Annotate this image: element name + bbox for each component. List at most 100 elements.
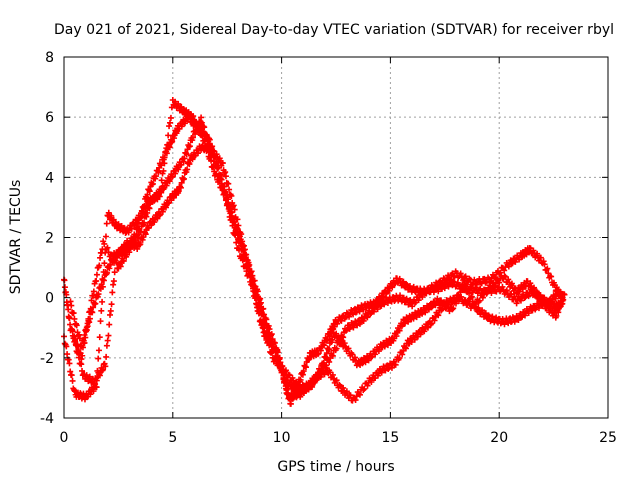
data-point bbox=[479, 294, 486, 301]
y-tick-label: 2 bbox=[45, 231, 54, 247]
data-point bbox=[548, 273, 555, 280]
data-point bbox=[102, 249, 109, 256]
data-point bbox=[240, 242, 247, 249]
data-point bbox=[66, 360, 73, 367]
data-point bbox=[263, 330, 270, 337]
data-point bbox=[342, 327, 349, 334]
data-point bbox=[181, 155, 188, 162]
series-track-1 bbox=[61, 114, 564, 407]
data-point bbox=[531, 284, 538, 291]
data-point bbox=[435, 283, 442, 290]
data-point bbox=[333, 377, 340, 384]
data-point bbox=[360, 317, 367, 324]
data-point bbox=[368, 378, 375, 385]
data-point bbox=[399, 351, 406, 358]
data-point bbox=[553, 312, 560, 319]
x-tick-label: 25 bbox=[599, 430, 617, 446]
data-point bbox=[462, 273, 469, 280]
data-point bbox=[496, 279, 503, 286]
data-point bbox=[228, 216, 235, 223]
data-point bbox=[435, 312, 442, 319]
data-point bbox=[180, 175, 187, 182]
data-point bbox=[241, 246, 248, 253]
data-point bbox=[112, 257, 119, 264]
data-point bbox=[140, 209, 147, 216]
data-point bbox=[537, 254, 544, 261]
data-point bbox=[276, 355, 283, 362]
x-tick-label: 15 bbox=[381, 430, 399, 446]
data-point bbox=[99, 298, 106, 305]
data-point bbox=[253, 301, 260, 308]
data-point bbox=[396, 327, 403, 334]
data-point bbox=[226, 186, 233, 193]
data-point bbox=[385, 365, 392, 372]
data-point bbox=[68, 372, 75, 379]
data-point bbox=[103, 353, 110, 360]
data-point bbox=[164, 141, 171, 148]
data-point bbox=[503, 287, 510, 294]
data-point bbox=[326, 358, 333, 365]
data-point bbox=[473, 281, 480, 288]
data-point bbox=[98, 307, 105, 314]
data-point bbox=[396, 355, 403, 362]
data-point bbox=[388, 364, 395, 371]
data-point bbox=[501, 267, 508, 274]
data-point bbox=[402, 345, 409, 352]
data-point bbox=[257, 317, 264, 324]
data-point bbox=[101, 260, 108, 267]
data-point bbox=[83, 327, 90, 334]
data-point bbox=[363, 313, 370, 320]
data-point bbox=[199, 132, 206, 139]
data-point bbox=[433, 279, 440, 286]
data-point bbox=[508, 291, 515, 298]
data-point bbox=[166, 123, 173, 130]
data-point bbox=[467, 294, 474, 301]
data-point bbox=[468, 293, 475, 300]
data-point bbox=[186, 143, 193, 150]
data-point bbox=[196, 125, 203, 132]
data-point bbox=[561, 291, 568, 298]
data-point bbox=[270, 341, 277, 348]
data-point bbox=[364, 382, 371, 389]
data-point bbox=[368, 354, 375, 361]
data-point bbox=[158, 177, 165, 184]
data-point bbox=[484, 289, 491, 296]
data-point bbox=[447, 276, 454, 283]
data-point bbox=[476, 297, 483, 304]
data-point bbox=[375, 348, 382, 355]
data-point bbox=[229, 222, 236, 229]
data-point bbox=[541, 261, 548, 268]
data-point bbox=[483, 288, 490, 295]
data-point bbox=[111, 269, 118, 276]
data-point bbox=[103, 342, 110, 349]
data-point bbox=[86, 315, 93, 322]
data-point bbox=[232, 232, 239, 239]
data-point bbox=[442, 279, 449, 286]
data-point bbox=[162, 149, 169, 156]
data-point bbox=[234, 216, 241, 223]
data-point bbox=[153, 173, 160, 180]
data-point bbox=[108, 301, 115, 308]
data-point bbox=[341, 340, 348, 347]
data-point bbox=[434, 311, 441, 318]
data-point bbox=[165, 132, 172, 139]
data-point bbox=[356, 391, 363, 398]
data-point bbox=[263, 316, 270, 323]
data-point bbox=[208, 157, 215, 164]
data-point bbox=[137, 241, 144, 248]
data-point bbox=[392, 361, 399, 368]
data-point bbox=[457, 270, 464, 277]
data-point bbox=[340, 384, 347, 391]
data-point bbox=[97, 254, 104, 261]
data-point bbox=[213, 171, 220, 178]
data-point bbox=[361, 385, 368, 392]
data-point bbox=[233, 239, 240, 246]
data-point bbox=[93, 277, 100, 284]
data-point bbox=[374, 306, 381, 313]
data-point bbox=[333, 345, 340, 352]
data-point bbox=[110, 278, 117, 285]
data-point bbox=[137, 215, 144, 222]
data-point bbox=[169, 138, 176, 145]
data-point bbox=[334, 320, 341, 327]
